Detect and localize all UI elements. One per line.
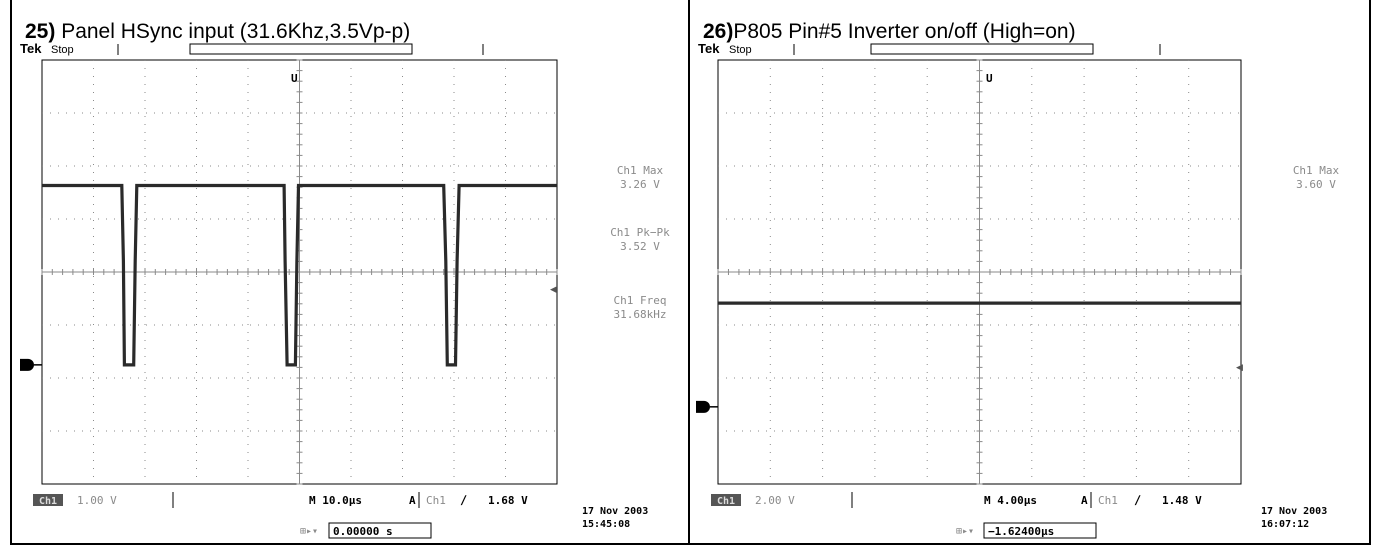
ground-marker-shape: [696, 400, 710, 413]
trigger-level-arrow: ◀: [1236, 363, 1243, 373]
channel-ground-marker: [696, 400, 718, 413]
measure-value-max: 3.26 V: [620, 178, 660, 191]
record-view-bar: [189, 43, 413, 55]
position-readout-box: [328, 522, 432, 539]
timebase: M 4.00µs: [984, 494, 1037, 507]
tek-logo: Tek: [20, 41, 42, 56]
measure-label-max: Ch1 Max: [617, 164, 664, 177]
measure-value-max: 3.60 V: [1296, 178, 1336, 191]
timebase: M 10.0µs: [309, 494, 362, 507]
trace-path: [42, 183, 557, 367]
acquisition-state: Stop: [51, 44, 74, 56]
trigger-slope-icon: ∕: [1134, 493, 1141, 507]
acquisition-state: Stop: [729, 44, 752, 56]
record-view-bar: [870, 43, 1094, 55]
panel-number: 26): [703, 20, 734, 43]
trigger-position-marker: U: [291, 72, 298, 85]
measure-value-pkpk: 3.52 V: [620, 240, 660, 253]
position-readout-box: [983, 522, 1097, 539]
oscilloscope-screen-26: Tek Stop U ◀ Ch1 Max 3.60 V Ch1 2.00 V M…: [696, 41, 1340, 539]
measure-label-max: Ch1 Max: [1293, 164, 1340, 177]
tek-logo: Tek: [698, 41, 720, 56]
channel-badge-bg: [711, 494, 741, 506]
channel-ground-marker: [20, 358, 42, 371]
measure-label-pkpk: Ch1 Pk−Pk: [610, 226, 670, 239]
table-border: [10, 0, 1371, 545]
horizontal-position: 0.00000 s: [333, 525, 393, 538]
panel-number: 25): [25, 20, 56, 43]
channel-badge: Ch1: [39, 496, 57, 507]
trigger-level-arrow: ◀: [550, 285, 557, 295]
measure-label-freq: Ch1 Freq: [614, 294, 667, 307]
volts-per-div: 2.00 V: [755, 494, 795, 507]
trigger-slope-icon: ∕: [460, 493, 467, 507]
capture-date: 17 Nov 2003: [1261, 506, 1327, 517]
trigger-level: 1.68 V: [488, 494, 528, 507]
panel-caption: Panel HSync input (31.6Khz,3.5Vp-p): [55, 20, 411, 43]
scope-panel-26: Tek Stop U ◀ Ch1 Max 3.60 V Ch1 2.00 V M…: [690, 0, 1368, 545]
trigger-source: Ch1: [1098, 494, 1118, 507]
horizontal-position-icon: ⊞▸▾: [956, 526, 974, 537]
graticule: [41, 59, 558, 485]
trigger-level: 1.48 V: [1162, 494, 1202, 507]
channel-badge: Ch1: [717, 496, 735, 507]
horizontal-position: −1.62400µs: [988, 525, 1054, 538]
panel-title-25: 25) Panel HSync input (31.6Khz,3.5Vp-p): [25, 20, 410, 44]
panel-title-26: 26)P805 Pin#5 Inverter on/off (High=on): [703, 20, 1076, 44]
channel-badge-bg: [33, 494, 63, 506]
graticule: [717, 59, 1242, 485]
measure-value-freq: 31.68kHz: [614, 308, 667, 321]
waveform-trace: [42, 183, 557, 367]
trigger-mode: A: [1081, 494, 1088, 507]
trigger-mode: A: [409, 494, 416, 507]
oscilloscope-screen-25: Tek Stop U ◀ Ch1 Max 3.26 V Ch1 Pk−Pk 3.…: [20, 41, 670, 539]
capture-time: 15:45:08: [582, 519, 630, 530]
capture-date: 17 Nov 2003: [582, 506, 648, 517]
scope-panel-25: Tek Stop U ◀ Ch1 Max 3.26 V Ch1 Pk−Pk 3.…: [12, 0, 688, 545]
trigger-source: Ch1: [426, 494, 446, 507]
volts-per-div: 1.00 V: [77, 494, 117, 507]
ground-marker-shape: [20, 358, 34, 371]
panel-caption: P805 Pin#5 Inverter on/off (High=on): [733, 20, 1076, 43]
horizontal-position-icon: ⊞▸▾: [300, 526, 318, 537]
capture-time: 16:07:12: [1261, 519, 1309, 530]
column-divider: [688, 0, 690, 545]
trigger-position-marker: U: [986, 72, 993, 85]
